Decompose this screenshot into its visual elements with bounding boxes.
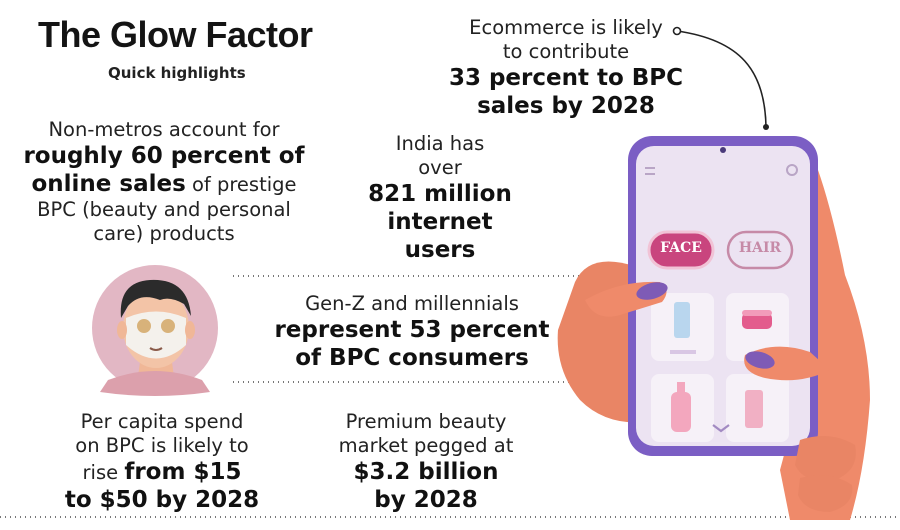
fact-text: Gen-Z and millennials xyxy=(305,292,519,315)
tab-face xyxy=(647,230,715,270)
fact-text: market pegged at xyxy=(338,434,514,457)
tab-face-label: FACE xyxy=(660,240,702,256)
fact-text: BPC (beauty and personal xyxy=(37,198,291,221)
fact-text: India has xyxy=(395,132,485,155)
fact-highlight: $3.2 billion xyxy=(353,459,499,485)
fact-text: Premium beauty xyxy=(345,410,507,433)
fact-highlight: online sales xyxy=(31,171,186,197)
fact-percapita: Per capita spend on BPC is likely to ris… xyxy=(42,410,282,514)
fact-highlight: users xyxy=(404,237,476,263)
fact-text: over xyxy=(418,156,462,179)
callout-dot xyxy=(672,26,682,36)
fact-nonmetros: Non-metros account for roughly 60 percen… xyxy=(14,118,314,246)
fact-highlight: from $15 xyxy=(124,459,242,485)
fact-internet: India has over 821 million internet user… xyxy=(345,132,535,264)
nail xyxy=(636,282,668,300)
phone-illustration xyxy=(557,136,870,520)
fact-highlight: 33 percent to BPC xyxy=(448,65,684,91)
tab-hair xyxy=(726,230,794,270)
fact-ecommerce: Ecommerce is likely to contribute 33 per… xyxy=(436,16,696,120)
callout-dot xyxy=(763,124,769,130)
fact-text: care) products xyxy=(93,222,235,245)
avatar-illustration xyxy=(92,265,218,396)
fact-premium: Premium beauty market pegged at $3.2 bil… xyxy=(326,410,526,514)
fact-text: of prestige xyxy=(185,173,297,196)
callout-line xyxy=(676,30,767,128)
fact-highlight: roughly 60 percent of xyxy=(23,143,305,169)
fact-highlight: by 2028 xyxy=(374,487,478,513)
fact-highlight: internet xyxy=(387,209,493,235)
fact-text: rise xyxy=(82,461,125,484)
fact-highlight: to $50 by 2028 xyxy=(64,487,260,513)
fact-genz: Gen-Z and millennials represent 53 perce… xyxy=(262,292,562,372)
fact-text: Ecommerce is likely xyxy=(469,16,663,39)
nail xyxy=(745,351,775,369)
page-subtitle: Quick highlights xyxy=(108,64,246,82)
tab-hair-label: HAIR xyxy=(738,240,782,256)
fact-text: on BPC is likely to xyxy=(75,434,249,457)
fact-text: Per capita spend xyxy=(80,410,244,433)
fact-highlight: 821 million xyxy=(368,181,512,207)
fact-highlight: represent 53 percent xyxy=(274,317,550,343)
fact-highlight: of BPC consumers xyxy=(295,345,529,371)
fact-highlight: sales by 2028 xyxy=(477,93,655,119)
page-title: The Glow Factor xyxy=(38,14,313,55)
fact-text: Non-metros account for xyxy=(48,118,280,141)
fact-text: to contribute xyxy=(502,40,630,63)
